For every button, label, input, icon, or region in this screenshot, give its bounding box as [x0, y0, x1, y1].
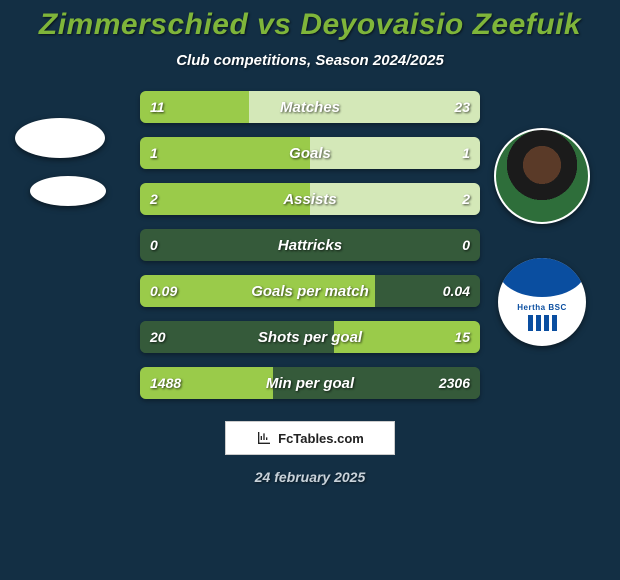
bar-value-right: 2: [462, 183, 470, 215]
chart-icon: [256, 430, 272, 446]
stat-bar: Shots per goal20 15: [140, 321, 480, 353]
player-right-avatar: [494, 128, 590, 224]
comparison-bars: Matches1123Goals11Assists22Hattricks00Go…: [140, 91, 480, 399]
page-title: Zimmerschied vs Deyovaisio Zeefuik: [0, 8, 620, 42]
stat-bar: Goals1 1: [140, 137, 480, 169]
player-left-avatar-placeholder: [15, 118, 105, 158]
bar-value-right: 2306: [439, 367, 470, 399]
bar-value-left: 1488: [150, 367, 181, 399]
bar-value-right: 23: [454, 91, 470, 123]
bar-value-left: 0: [150, 229, 158, 261]
brand-badge: FcTables.com: [225, 421, 395, 455]
bar-value-right: 1: [462, 137, 470, 169]
bar-label: Goals: [140, 137, 480, 169]
bar-label: Min per goal: [140, 367, 480, 399]
bar-label: Hattricks: [140, 229, 480, 261]
footer-date: 24 february 2025: [0, 469, 620, 485]
bar-value-left: 11: [150, 91, 165, 123]
bar-value-right: 0.04: [443, 275, 470, 307]
brand-text: FcTables.com: [278, 431, 364, 446]
bar-value-left: 2: [150, 183, 158, 215]
stat-bar: Matches11 23: [140, 91, 480, 123]
comparison-infographic: Zimmerschied vs Deyovaisio Zeefuik Club …: [0, 0, 620, 580]
bar-value-right: 15: [454, 321, 470, 353]
bar-label: Goals per match: [140, 275, 480, 307]
stat-bar: Min per goal1488 2306: [140, 367, 480, 399]
team-right-logo: Hertha BSC: [498, 258, 586, 346]
stat-bar: Goals per match0.09 0.04: [140, 275, 480, 307]
team-right-name: Hertha BSC: [517, 303, 566, 312]
season-subtitle: Club competitions, Season 2024/2025: [0, 52, 620, 69]
bar-value-left: 0.09: [150, 275, 177, 307]
stat-bar: Hattricks0 0: [140, 229, 480, 261]
bar-value-left: 20: [150, 321, 166, 353]
team-left-logo-placeholder: [30, 176, 106, 206]
bar-label: Assists: [140, 183, 480, 215]
bar-label: Matches: [140, 91, 480, 123]
bar-value-right: 0: [462, 229, 470, 261]
stat-bar: Assists2 2: [140, 183, 480, 215]
bar-value-left: 1: [150, 137, 158, 169]
bar-label: Shots per goal: [140, 321, 480, 353]
